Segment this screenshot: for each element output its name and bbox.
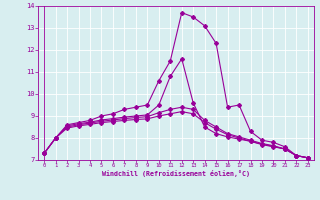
X-axis label: Windchill (Refroidissement éolien,°C): Windchill (Refroidissement éolien,°C): [102, 170, 250, 177]
